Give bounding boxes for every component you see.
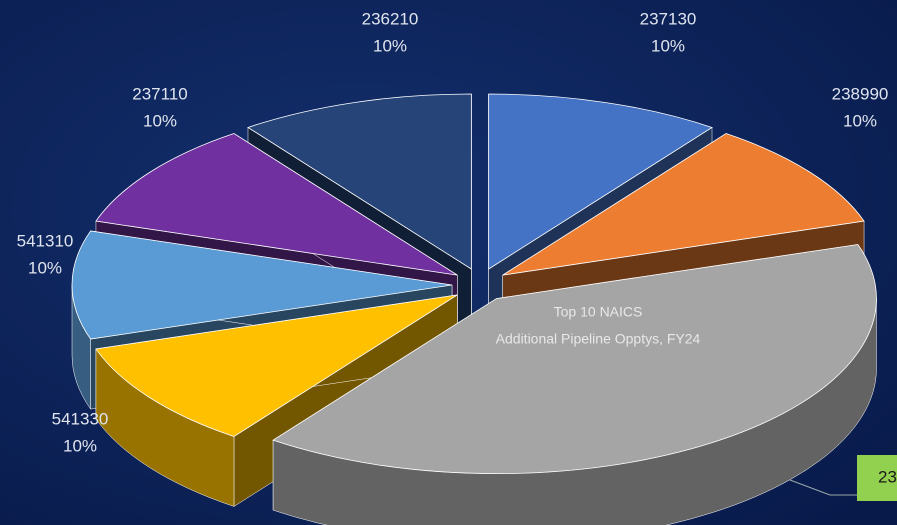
data-label: 541310 — [17, 231, 74, 250]
data-label: 10% — [63, 436, 97, 455]
slice-top — [502, 133, 865, 276]
slice — [272, 244, 877, 525]
data-label: 541330 — [52, 409, 109, 428]
data-label: 237130 — [640, 9, 697, 28]
slice-top — [272, 244, 877, 474]
slice-top — [488, 93, 713, 270]
slice-top — [95, 294, 458, 437]
leader-line — [789, 479, 857, 496]
data-label: 10% — [651, 36, 685, 55]
data-label: 23 — [878, 467, 897, 486]
pie — [71, 93, 877, 525]
chart-title: Top 10 NAICS — [554, 304, 643, 320]
slice-top — [71, 230, 453, 340]
chart-subtitle: Additional Pipeline Opptys, FY24 — [496, 331, 701, 347]
data-label: 238990 — [832, 84, 889, 103]
slice-top — [247, 93, 472, 270]
data-label: 10% — [373, 36, 407, 55]
label-box — [857, 455, 897, 501]
slice-top — [95, 133, 458, 276]
data-label: 10% — [843, 111, 877, 130]
data-label: 237110 — [132, 84, 187, 103]
data-label: 236210 — [362, 9, 419, 28]
data-label: 10% — [28, 258, 62, 277]
data-label: 10% — [143, 111, 177, 130]
